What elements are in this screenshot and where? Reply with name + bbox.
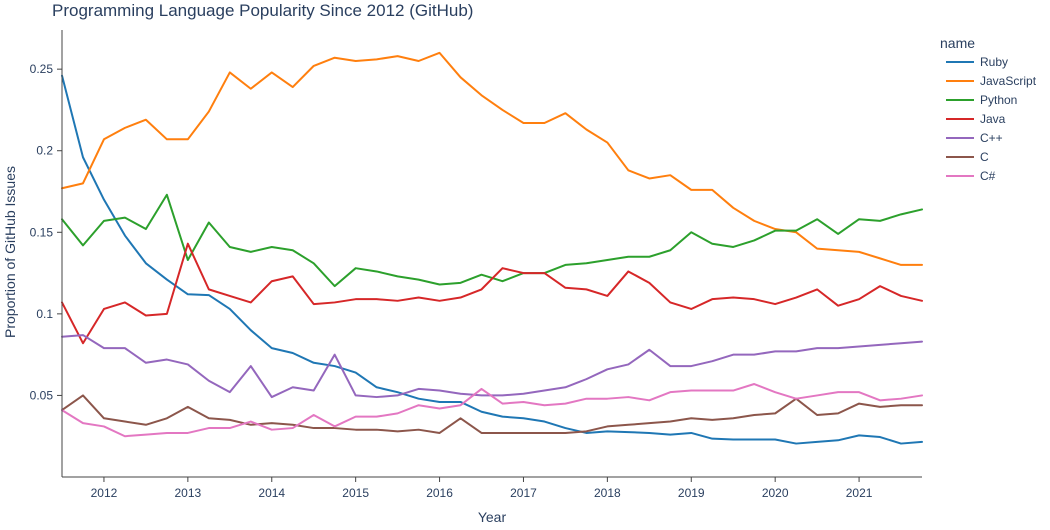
x-tick-label: 2016 <box>426 486 453 500</box>
x-tick-label: 2017 <box>510 486 537 500</box>
legend-item-csharp[interactable]: C# <box>946 169 996 183</box>
y-tick-label: 0.05 <box>30 388 54 402</box>
y-tick-label: 0.1 <box>36 307 53 321</box>
x-tick-label: 2012 <box>91 486 118 500</box>
series-line-csharp[interactable] <box>61 383 923 438</box>
series-line-ruby[interactable] <box>61 74 923 445</box>
x-tick-label: 2019 <box>678 486 705 500</box>
legend-label: C <box>980 150 989 164</box>
legend-item-cplusplus[interactable]: C++ <box>946 131 1003 145</box>
y-axis-title: Proportion of GitHub Issues <box>2 166 18 338</box>
legend-item-c[interactable]: C <box>946 150 989 164</box>
legend-label: C++ <box>980 131 1003 145</box>
legend-item-java[interactable]: Java <box>946 112 1006 126</box>
legend-item-javascript[interactable]: JavaScript <box>946 74 1037 88</box>
series-line-python[interactable] <box>61 193 923 288</box>
chart-title: Programming Language Popularity Since 20… <box>52 1 473 20</box>
x-tick-label: 2018 <box>594 486 621 500</box>
x-tick-label: 2015 <box>342 486 369 500</box>
y-tick-label: 0.15 <box>30 225 54 239</box>
plot-area <box>61 51 923 445</box>
x-axis: 2012 2013 2014 2015 2016 2017 2018 2019 2020 2021 <box>62 476 922 500</box>
legend-label: Python <box>980 93 1017 107</box>
x-tick-label: 2014 <box>258 486 285 500</box>
series-line-java[interactable] <box>61 242 923 345</box>
x-axis-title: Year <box>478 509 507 525</box>
x-tick-label: 2020 <box>762 486 789 500</box>
legend-label: Java <box>980 112 1006 126</box>
series-line-c[interactable] <box>61 394 923 434</box>
legend-item-python[interactable]: Python <box>946 93 1017 107</box>
legend-title: name <box>940 35 975 51</box>
series-line-javascript[interactable] <box>61 51 923 266</box>
x-tick-label: 2013 <box>175 486 202 500</box>
legend-label: C# <box>980 169 996 183</box>
legend[interactable]: name Ruby JavaScript Python Java C++ C C# <box>940 35 1037 183</box>
legend-label: Ruby <box>980 55 1008 69</box>
legend-label: JavaScript <box>980 74 1037 88</box>
y-tick-label: 0.25 <box>30 62 54 76</box>
y-tick-label: 0.2 <box>36 144 53 158</box>
series-line-cplusplus[interactable] <box>61 334 923 399</box>
legend-item-ruby[interactable]: Ruby <box>946 55 1008 69</box>
y-axis: 0.05 0.1 0.15 0.2 0.25 <box>30 30 63 477</box>
x-tick-label: 2021 <box>846 486 873 500</box>
